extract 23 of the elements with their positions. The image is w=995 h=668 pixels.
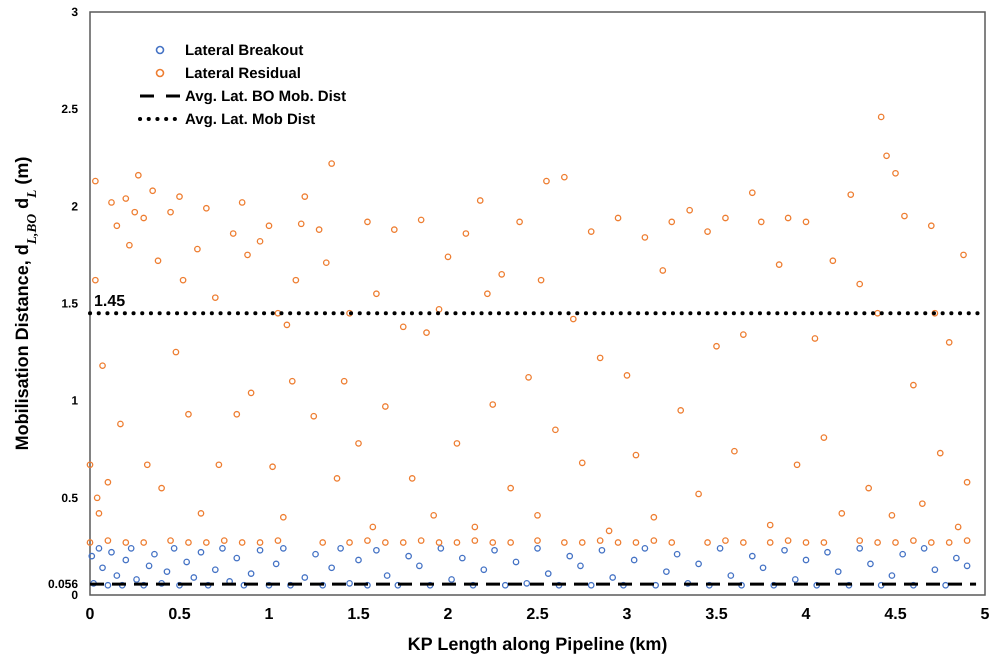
y-tick-label: 1 (71, 394, 78, 408)
x-tick-label: 0.5 (168, 606, 191, 623)
legend-label: Lateral Breakout (185, 42, 304, 59)
x-tick-label: 3.5 (705, 606, 728, 623)
legend-label: Lateral Residual (185, 65, 301, 82)
y-tick-label: 3 (71, 5, 78, 19)
x-tick-label: 5 (980, 606, 990, 623)
x-tick-label: 1 (264, 606, 274, 623)
x-tick-label: 2.5 (526, 606, 549, 623)
x-tick-label: 4 (802, 606, 811, 623)
legend-label: Avg. Lat. Mob Dist (185, 111, 316, 128)
legend-label: Avg. Lat. BO Mob. Dist (185, 88, 346, 105)
x-axis-title: KP Length along Pipeline (km) (408, 634, 668, 654)
y-tick-label: 2.5 (61, 102, 78, 116)
x-tick-label: 1.5 (347, 606, 370, 623)
x-tick-label: 2 (444, 606, 453, 623)
x-tick-label: 3 (622, 606, 632, 623)
y-tick-label: 0.5 (61, 490, 78, 505)
y-tick-label: 1.5 (61, 296, 78, 310)
annotation: 1.45 (94, 293, 126, 310)
x-tick-label: 0 (86, 606, 95, 623)
x-tick-label: 4.5 (884, 606, 907, 623)
y-tick-label: 2 (71, 199, 78, 214)
